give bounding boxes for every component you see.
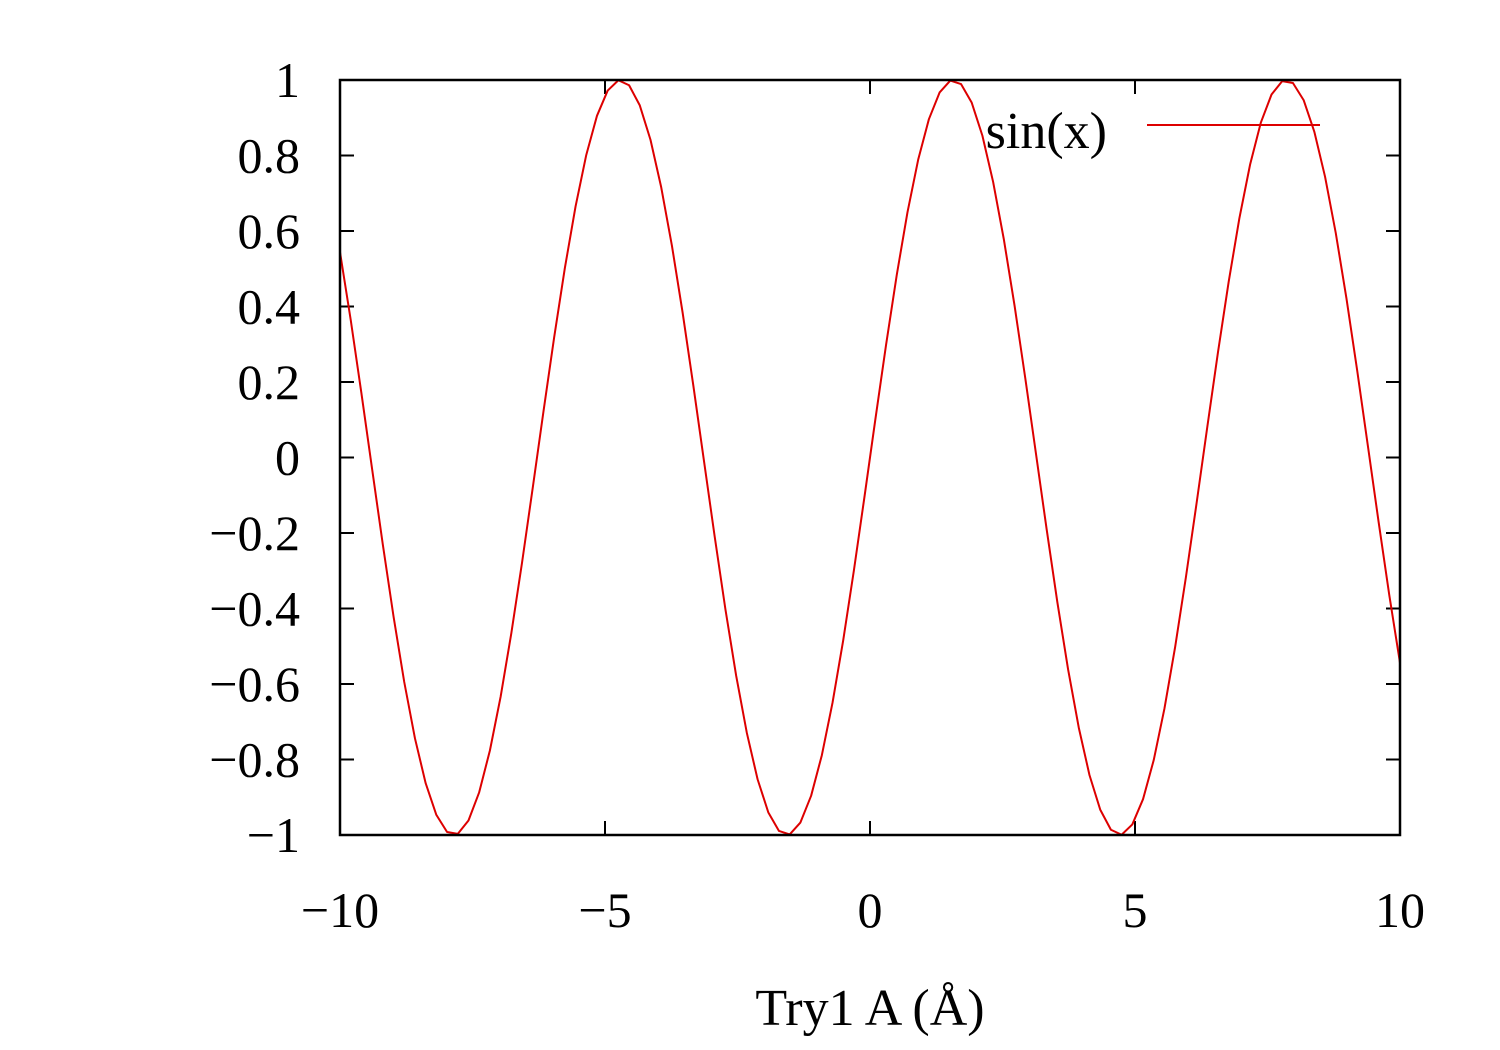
x-tick-label: 5 [1123, 882, 1148, 938]
x-tick-label: −10 [301, 882, 379, 938]
plot-frame [338, 78, 1402, 837]
series-line-sin [339, 79, 1401, 836]
y-tick-label: −0.4 [209, 581, 300, 637]
y-tick-label: 0.8 [238, 128, 301, 184]
y-tick-label: −1 [247, 807, 300, 863]
series-layer [339, 79, 1401, 836]
x-tick-label: 10 [1375, 882, 1425, 938]
y-tick-label: 0 [275, 430, 300, 486]
y-tick-label: 0.4 [238, 279, 301, 335]
x-tick-label: −5 [578, 882, 631, 938]
y-tick-label: −0.6 [209, 656, 300, 712]
y-tick-label: 0.6 [238, 203, 301, 259]
y-tick-label: −0.8 [209, 732, 300, 788]
y-tick-label: −0.2 [209, 505, 300, 561]
y-tick-label: 0.2 [238, 354, 301, 410]
legend-label-sin: sin(x) [986, 103, 1107, 160]
x-tick-label: 0 [858, 882, 883, 938]
legend: sin(x) [986, 103, 1320, 160]
x-axis-title: Try1 A (Å) [755, 980, 984, 1037]
labels-layer: 1 0.8 0.6 0.4 0.2 0 −0.2 −0.4 −0.6 −0.8 −1−10 −5 0 5 1… [209, 52, 1425, 938]
y-tick-label: 1 [275, 52, 300, 108]
